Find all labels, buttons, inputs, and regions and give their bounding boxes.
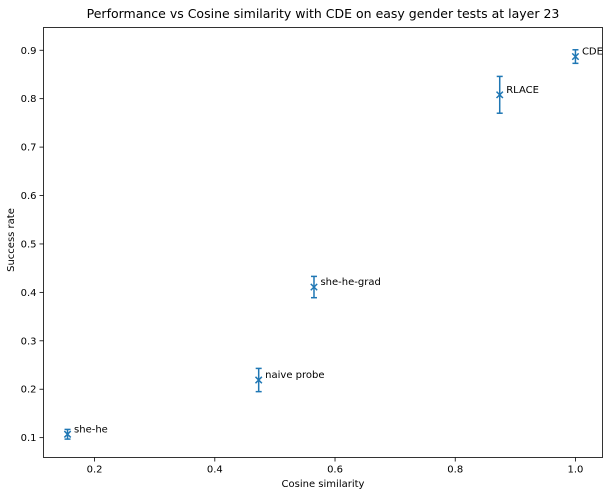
y-tick-label: 0.5 <box>21 239 37 250</box>
data-point-label: she-he-grad <box>320 277 380 288</box>
y-tick-label: 0.8 <box>21 94 37 105</box>
y-tick-label: 0.3 <box>21 336 37 347</box>
data-point-marker <box>254 376 263 384</box>
y-tick-label: 0.2 <box>21 385 37 396</box>
plot-frame <box>43 27 603 458</box>
plot-area: 0.2 0.4 0.6 0.8 1.0 0.1 0.2 0.3 0.4 0.5 0.6 0.7 0.8 0… <box>21 46 603 476</box>
y-tick-label: 0.4 <box>21 288 37 299</box>
x-tick-label: 0.2 <box>87 465 103 476</box>
y-tick-label: 0.1 <box>21 433 37 444</box>
x-tick-label: 0.6 <box>327 465 343 476</box>
x-tick-label: 0.4 <box>207 465 223 476</box>
x-tick-label: 0.8 <box>447 465 463 476</box>
data-point-marker <box>63 430 72 438</box>
y-tick-label: 0.9 <box>21 46 37 57</box>
x-tick-label: 1.0 <box>567 465 583 476</box>
data-point-label: CDE <box>582 47 603 58</box>
data-point-marker <box>495 91 504 99</box>
y-axis-label: Success rate <box>6 208 17 272</box>
data-point-label: she-he <box>74 424 108 435</box>
y-tick-label: 0.7 <box>21 143 37 154</box>
data-point-label: naive probe <box>265 370 324 381</box>
data-point-marker <box>571 52 580 61</box>
x-axis-label: Cosine similarity <box>282 479 365 490</box>
data-point-marker <box>310 283 318 291</box>
y-tick-label: 0.6 <box>21 191 37 202</box>
chart-title: Performance vs Cosine similarity with CD… <box>87 6 560 21</box>
data-point-label: RLACE <box>506 85 539 96</box>
